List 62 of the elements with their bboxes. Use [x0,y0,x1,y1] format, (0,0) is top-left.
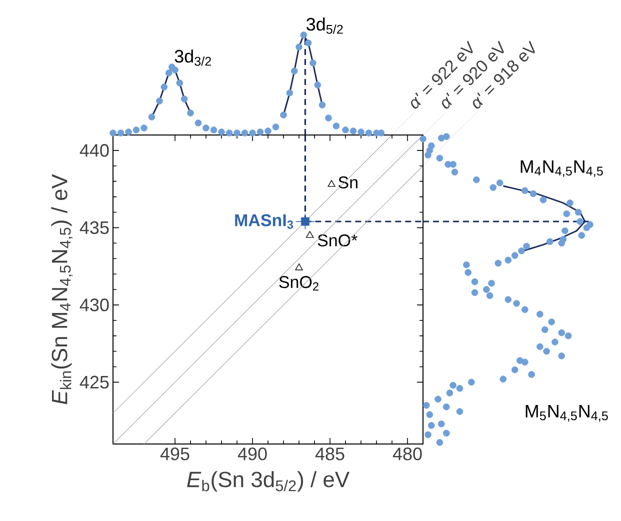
point [328,180,336,187]
point [332,122,340,130]
annotation: M$_{4}$N$_{4,5}$N$_{4,5}$ [520,160,603,178]
y-tick-label: 440 [80,144,109,157]
point [272,124,280,130]
text: E$_{kin}$(Sn M$_{4}$N$_{4,5}$N$_{4,5}$) / eV [51,174,73,404]
annotation: 3d$_{3/2}$ [174,49,211,66]
point [172,66,178,74]
point [314,82,321,88]
point [218,128,225,136]
point [306,231,314,238]
point [140,124,148,132]
point [160,84,168,90]
point [296,44,302,50]
point [202,124,210,132]
series-label: SnO$_{2}$ [279,276,318,291]
annotation: 3d$_{5/2}$ [306,17,343,34]
point [110,130,116,136]
point [148,114,156,120]
point [350,128,357,134]
point [132,126,140,134]
point [358,128,364,136]
y-tick-label: 425 [80,376,109,389]
point [310,60,316,66]
point [290,68,298,74]
point [165,70,172,76]
point [226,130,233,136]
point [264,128,272,134]
series-label: MASnI$_{3}$ [235,214,294,229]
point [249,130,256,136]
point [117,130,124,136]
x-tick-label: 495 [160,448,190,460]
point [325,114,332,122]
point [342,126,349,134]
point [378,130,385,136]
point [187,110,194,116]
x-tick-label: 490 [238,448,267,460]
x-tick-label: 480 [392,448,422,460]
y-tick-label: 430 [80,298,109,312]
point [234,130,240,136]
point [194,120,202,126]
point [256,128,264,136]
x-tick-label: 485 [315,448,344,460]
series-label: SnO* [318,234,358,246]
point [241,130,248,136]
point [125,128,132,136]
point [156,98,163,104]
point [210,126,218,134]
point [176,80,184,86]
point [295,264,303,270]
point [180,96,188,102]
point [300,32,308,38]
point [286,90,294,96]
annotation: M$_{5}$N$_{4,5}$N$_{4,5}$ [526,405,608,422]
y-tick-label: 435 [80,221,109,234]
point [318,102,326,108]
series-label: Sn [338,176,358,188]
point [365,130,372,136]
point [304,40,312,46]
x-axis-title: E$_{b}$(Sn 3d$_{5/2}$) / eV [187,471,350,492]
point [301,217,310,226]
point [280,112,287,118]
